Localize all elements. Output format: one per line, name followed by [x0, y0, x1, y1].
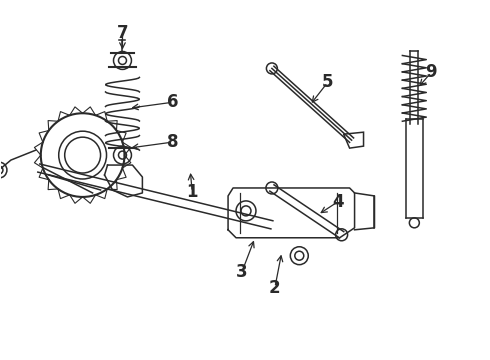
Text: 1: 1 — [187, 183, 198, 201]
Text: 4: 4 — [332, 193, 343, 211]
Text: 8: 8 — [167, 133, 178, 151]
Text: 3: 3 — [236, 263, 248, 281]
Text: 6: 6 — [167, 93, 178, 111]
Text: 5: 5 — [322, 73, 333, 91]
Text: 7: 7 — [117, 23, 128, 41]
Text: 9: 9 — [425, 63, 437, 81]
Text: 2: 2 — [269, 279, 281, 297]
